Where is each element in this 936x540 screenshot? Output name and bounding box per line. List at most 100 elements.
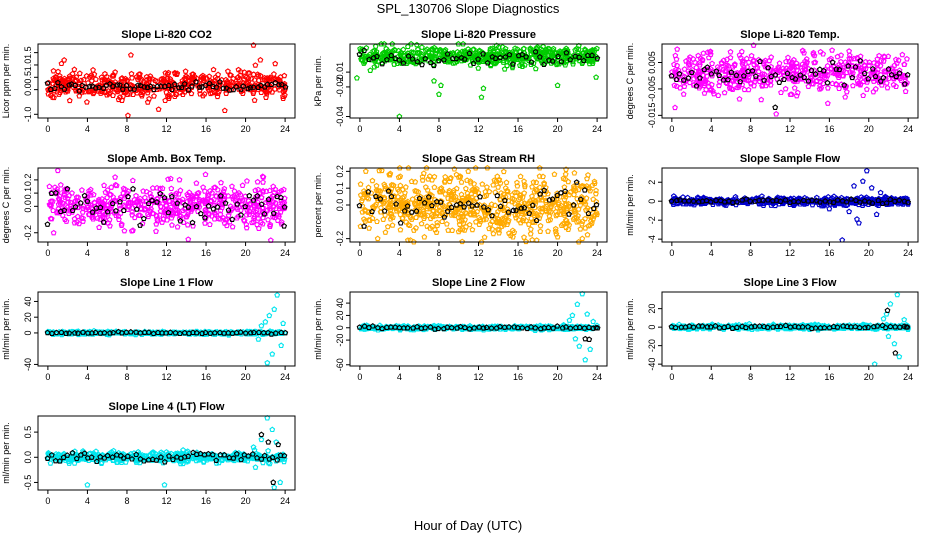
data-point-hourly (685, 75, 692, 81)
data-point-hourly (461, 56, 468, 62)
data-point-all (532, 219, 538, 225)
data-point-all (571, 169, 578, 176)
data-point-hourly (400, 60, 407, 66)
data-point-hourly (193, 78, 199, 85)
y-tick-label: -0.2 (335, 231, 345, 247)
data-point-all (780, 69, 786, 76)
data-point-all (222, 76, 229, 83)
data-point-hourly (510, 207, 517, 213)
data-point-all (210, 66, 217, 73)
data-point-all (469, 226, 476, 233)
x-tick-label: 24 (280, 248, 290, 258)
data-point-hourly (885, 66, 892, 72)
data-point-all (805, 65, 812, 72)
x-tick-label: 16 (513, 248, 523, 258)
data-point-hourly (781, 76, 787, 82)
data-point-all (589, 182, 596, 188)
data-point-all (200, 92, 206, 99)
data-point-all (840, 64, 846, 71)
data-point-hourly (396, 57, 403, 63)
data-point-all (387, 210, 394, 217)
data-point-all (376, 167, 383, 174)
data-point-all (824, 72, 831, 78)
data-point-all (102, 89, 109, 96)
data-point-all (421, 233, 428, 240)
data-point-all (843, 83, 850, 90)
data-point-all (710, 90, 717, 97)
data-point-all (207, 198, 214, 204)
data-point-hourly (484, 59, 491, 66)
data-point-all (801, 49, 807, 56)
data-point-hourly (566, 211, 572, 217)
data-point-all (168, 185, 175, 192)
data-point-hourly (466, 50, 473, 56)
data-point-hourly (872, 73, 879, 79)
data-point-all (97, 216, 104, 222)
x-tick-label: 0 (669, 124, 674, 134)
data-point-all (537, 222, 544, 229)
data-point-all (723, 67, 730, 74)
data-point-hourly (801, 74, 808, 81)
data-point-all (212, 74, 219, 80)
data-point-all (810, 49, 817, 56)
data-point-all (704, 49, 711, 55)
data-point-all (413, 214, 420, 221)
data-point-all (824, 62, 831, 69)
data-point-hourly (428, 202, 435, 209)
data-point-all (455, 198, 462, 204)
data-point-hourly (409, 56, 416, 62)
data-point-all (254, 178, 261, 185)
data-point-hourly (250, 197, 257, 203)
data-point-all (736, 52, 743, 58)
data-point-hourly (808, 67, 815, 73)
data-point-all (369, 215, 376, 221)
data-point-all (188, 194, 195, 201)
data-point-all (200, 197, 207, 203)
data-point-all (500, 168, 507, 175)
data-point-all (243, 74, 250, 80)
data-point-all (467, 178, 474, 184)
data-point-all (121, 202, 128, 208)
data-point-hourly (265, 196, 272, 202)
x-tick-label: 12 (473, 372, 483, 382)
data-point-all (267, 203, 273, 210)
data-point-hourly (688, 69, 695, 75)
data-point-all (767, 82, 774, 88)
data-point-all (870, 88, 877, 95)
data-point-all (429, 207, 436, 214)
data-point-all (502, 48, 509, 54)
data-point-all (716, 82, 722, 89)
data-point-hourly (177, 217, 184, 224)
data-point-all (738, 48, 745, 55)
data-point-all (190, 71, 197, 77)
data-point-all (366, 225, 373, 231)
data-point-hourly (546, 57, 552, 63)
data-point-all (465, 46, 472, 52)
data-point-all (425, 48, 432, 55)
data-point-all (397, 49, 404, 56)
data-point-hourly (480, 50, 486, 57)
data-point-all (588, 56, 595, 63)
panel-title: Slope Amb. Box Temp. (107, 153, 226, 165)
data-point-hourly (379, 60, 386, 67)
data-point-hourly (393, 201, 400, 207)
data-point-all (272, 60, 279, 67)
data-point-hourly (458, 54, 465, 61)
points-group (353, 40, 601, 120)
data-point-all (188, 208, 195, 214)
data-point-all (438, 48, 445, 55)
data-point-all (520, 45, 527, 52)
y-tick-label: -1.0 (23, 107, 33, 123)
data-point-all (105, 88, 112, 94)
data-point-all (112, 69, 119, 75)
data-point-all (862, 58, 869, 65)
data-point-all (860, 92, 867, 99)
data-point-all (254, 221, 260, 228)
data-point-all (502, 185, 509, 191)
data-point-all (78, 187, 85, 193)
data-point-all (510, 54, 517, 60)
data-point-hourly (829, 59, 836, 65)
data-point-all (269, 192, 276, 199)
data-point-all (685, 60, 692, 66)
data-point-all (113, 182, 120, 189)
